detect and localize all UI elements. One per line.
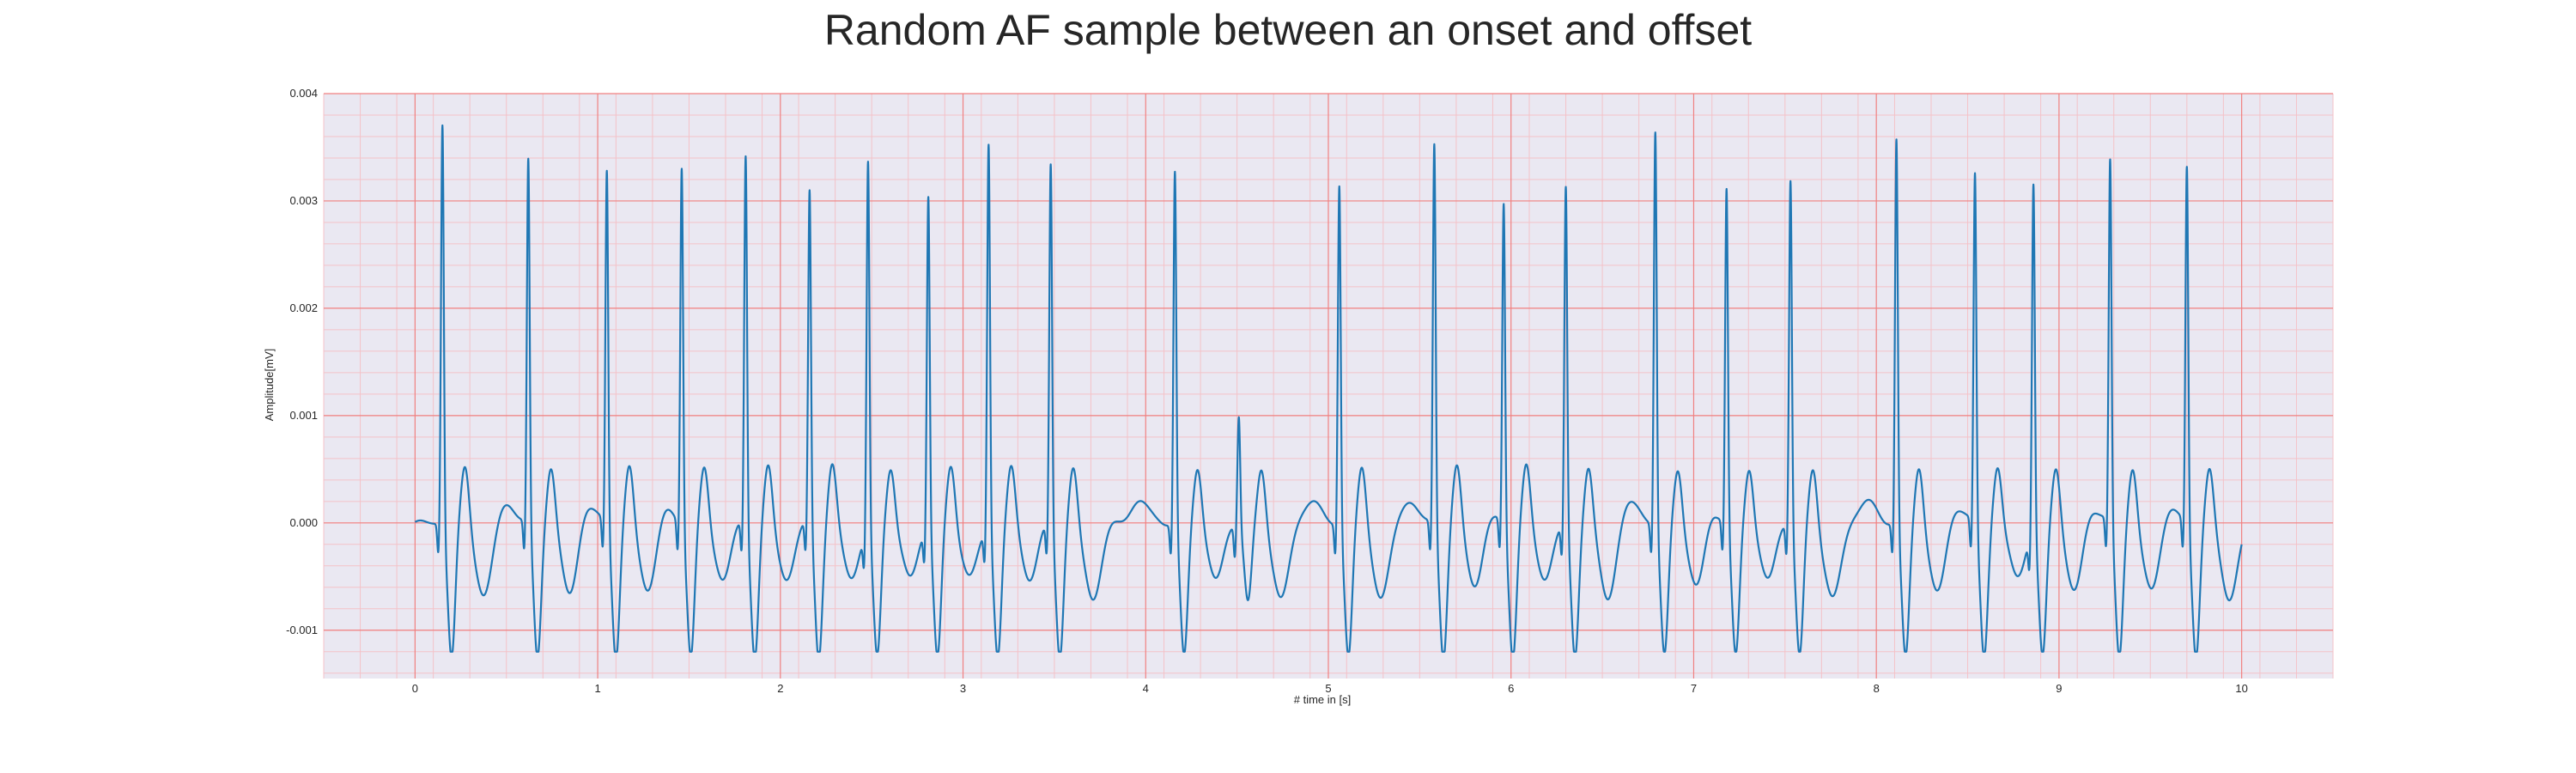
chart-title: Random AF sample between an onset and of…	[823, 6, 1753, 54]
x-tick-label: 4	[1143, 682, 1149, 695]
y-tick-label: 0.002	[289, 301, 318, 314]
y-tick-label: 0.004	[289, 87, 318, 100]
major-grid	[324, 93, 2333, 679]
x-tick-label: 2	[777, 682, 783, 695]
y-tick-label: -0.001	[286, 624, 318, 636]
x-tick-label: 8	[1874, 682, 1880, 695]
y-tick-label: 0.001	[289, 409, 318, 422]
y-axis-label: Amplitude[mV]	[263, 349, 276, 422]
x-axis-label: # time in [s]	[1294, 693, 1351, 706]
y-tick-label: 0.003	[289, 194, 318, 207]
x-tick-label: 3	[960, 682, 966, 695]
x-tick-label: 9	[2056, 682, 2062, 695]
x-tick-label: 5	[1325, 682, 1331, 695]
x-tick-label: 0	[412, 682, 418, 695]
ecg-trace-line	[414, 124, 2243, 653]
x-tick-label: 6	[1508, 682, 1514, 695]
y-axis-ticks: -0.001 0.000 0.001 0.002 0.003 0.004	[286, 87, 318, 636]
x-tick-label: 1	[594, 682, 600, 695]
x-tick-label: 7	[1691, 682, 1697, 695]
x-axis-ticks: 0 1 2 3 4 5 6 7 8 9 10	[412, 682, 2248, 695]
y-tick-label: 0.000	[289, 516, 318, 529]
x-tick-label: 10	[2235, 682, 2247, 695]
series-layer	[414, 124, 2243, 653]
